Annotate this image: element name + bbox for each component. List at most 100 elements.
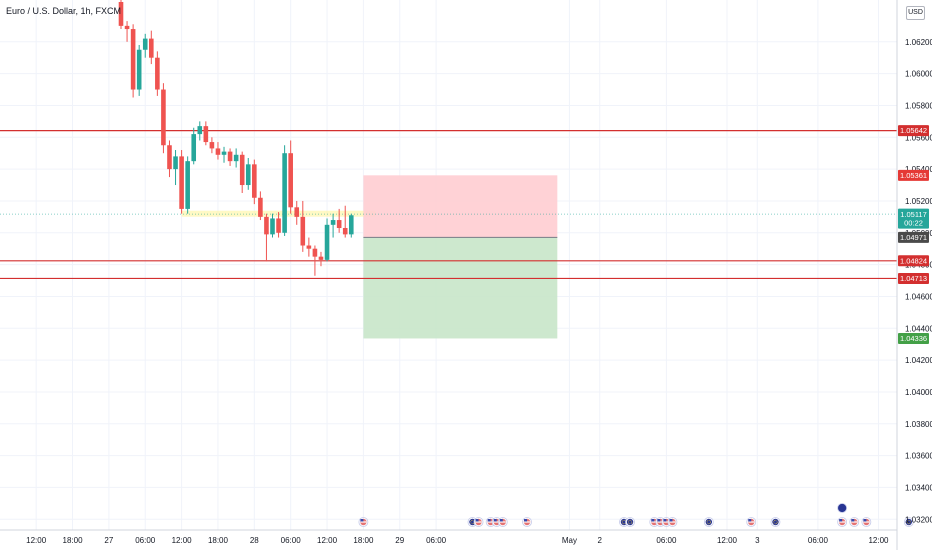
x-tick-label: 12:00 bbox=[717, 536, 738, 545]
us-flag-icon bbox=[851, 521, 858, 523]
y-tick-label: 1.04200 bbox=[905, 356, 932, 365]
candle-body bbox=[270, 218, 275, 235]
chart-title: Euro / U.S. Dollar, 1h, FXCM bbox=[6, 6, 122, 16]
eu-flag-icon bbox=[906, 519, 911, 525]
y-tick-label: 1.04400 bbox=[905, 324, 932, 333]
us-flag-icon bbox=[524, 521, 531, 523]
y-tick-label: 1.03400 bbox=[905, 483, 932, 492]
entry-price-tag bbox=[898, 231, 929, 243]
candle-body bbox=[258, 197, 263, 217]
us-flag-icon bbox=[651, 519, 655, 522]
us-flag-icon bbox=[669, 521, 676, 523]
candlestick-series bbox=[118, 0, 354, 276]
us-flag-icon bbox=[663, 521, 670, 523]
x-tick-label: 18:00 bbox=[208, 536, 229, 545]
y-tick-label: 1.05600 bbox=[905, 133, 932, 142]
x-tick-label: 06:00 bbox=[426, 536, 447, 545]
candle-body bbox=[252, 164, 257, 198]
candle-body bbox=[342, 228, 348, 235]
candle-body bbox=[130, 29, 136, 90]
entry-price-tag-text: 1.04971 bbox=[900, 233, 927, 242]
candle-body bbox=[209, 142, 215, 149]
x-tick-label: 27 bbox=[104, 536, 113, 545]
us-flag-icon bbox=[748, 521, 755, 523]
y-tick-label: 1.04600 bbox=[905, 292, 932, 301]
us-flag-icon bbox=[475, 521, 482, 523]
stop-price-tag-text: 1.05361 bbox=[900, 171, 927, 180]
x-tick-label: 18:00 bbox=[63, 536, 84, 545]
candle-body bbox=[312, 248, 318, 257]
us-flag-icon bbox=[839, 521, 846, 523]
candle-body bbox=[221, 151, 227, 155]
us-flag-icon bbox=[748, 519, 752, 522]
candle-body bbox=[276, 218, 281, 233]
x-tick-label: 06:00 bbox=[281, 536, 302, 545]
us-flag-icon bbox=[475, 519, 479, 522]
y-tick-label: 1.05800 bbox=[905, 101, 932, 110]
candle-body bbox=[233, 154, 239, 162]
y-tick-label: 1.05400 bbox=[905, 165, 932, 174]
event-markers[interactable] bbox=[358, 503, 914, 527]
level-price-tag-text: 1.04824 bbox=[900, 256, 927, 265]
y-tick-label: 1.03200 bbox=[905, 515, 932, 524]
level-price-tag-text: 1.04713 bbox=[900, 274, 927, 283]
eu-flag-icon bbox=[626, 518, 634, 526]
level-price-tag bbox=[898, 125, 929, 137]
us-flag-icon bbox=[663, 519, 667, 522]
us-flag-icon bbox=[669, 519, 673, 522]
stop-loss-zone bbox=[363, 175, 558, 238]
us-flag-icon bbox=[863, 521, 870, 523]
us-flag-icon bbox=[487, 521, 494, 523]
x-tick-label: 12:00 bbox=[868, 536, 889, 545]
candle-body bbox=[118, 2, 124, 26]
candle-body bbox=[185, 161, 190, 209]
candle-body bbox=[318, 256, 324, 260]
eu-flag-icon bbox=[837, 503, 848, 513]
level-price-tag bbox=[898, 272, 929, 284]
currency-label[interactable]: USD bbox=[906, 6, 925, 20]
us-flag-icon bbox=[499, 519, 503, 522]
x-tick-label: 12:00 bbox=[317, 536, 338, 545]
x-tick-label: 06:00 bbox=[656, 536, 677, 545]
price-tags: 1.05642 1.04824 1.04713 1.05361 1.04336 1.049… bbox=[898, 125, 929, 344]
x-tick-label: 18:00 bbox=[353, 536, 374, 545]
x-tick-label: 12:00 bbox=[172, 536, 193, 545]
candle-body bbox=[149, 38, 154, 58]
x-tick-label: 12:00 bbox=[26, 536, 47, 545]
candle-body bbox=[173, 156, 178, 170]
candle-body bbox=[215, 148, 221, 155]
horizontal-levels[interactable] bbox=[0, 130, 897, 280]
candle-body bbox=[324, 224, 330, 260]
y-tick-label: 1.04000 bbox=[905, 388, 932, 397]
eu-flag-icon bbox=[905, 518, 912, 526]
x-tick-label: May bbox=[562, 536, 577, 545]
grid-lines bbox=[0, 0, 897, 530]
us-flag-icon bbox=[360, 519, 364, 522]
us-flag-icon bbox=[839, 519, 843, 522]
current-price-tag bbox=[898, 208, 929, 229]
eu-flag-icon bbox=[772, 518, 779, 526]
position-zones[interactable] bbox=[181, 175, 558, 339]
candle-body bbox=[167, 145, 172, 170]
us-flag-icon bbox=[851, 519, 855, 522]
candle-body bbox=[191, 134, 197, 162]
candle-body bbox=[179, 156, 184, 209]
x-tick-label: 06:00 bbox=[135, 536, 156, 545]
eu-flag-icon bbox=[773, 519, 778, 525]
us-flag-icon bbox=[499, 521, 506, 523]
target-price-tag-text: 1.04336 bbox=[900, 334, 927, 343]
candle-body bbox=[197, 126, 203, 135]
candle-body bbox=[203, 126, 209, 143]
x-tick-label: 2 bbox=[598, 536, 603, 545]
level-price-tag-text: 1.05642 bbox=[900, 126, 927, 135]
x-tick-label: 3 bbox=[755, 536, 760, 545]
candle-body bbox=[348, 215, 354, 235]
candle-body bbox=[124, 25, 130, 30]
y-tick-label: 1.06200 bbox=[905, 38, 932, 47]
x-tick-label: 28 bbox=[250, 536, 259, 545]
target-price-tag bbox=[898, 332, 929, 344]
us-flag-icon bbox=[657, 521, 664, 523]
candle-body bbox=[227, 151, 233, 162]
candle-body bbox=[155, 57, 160, 90]
